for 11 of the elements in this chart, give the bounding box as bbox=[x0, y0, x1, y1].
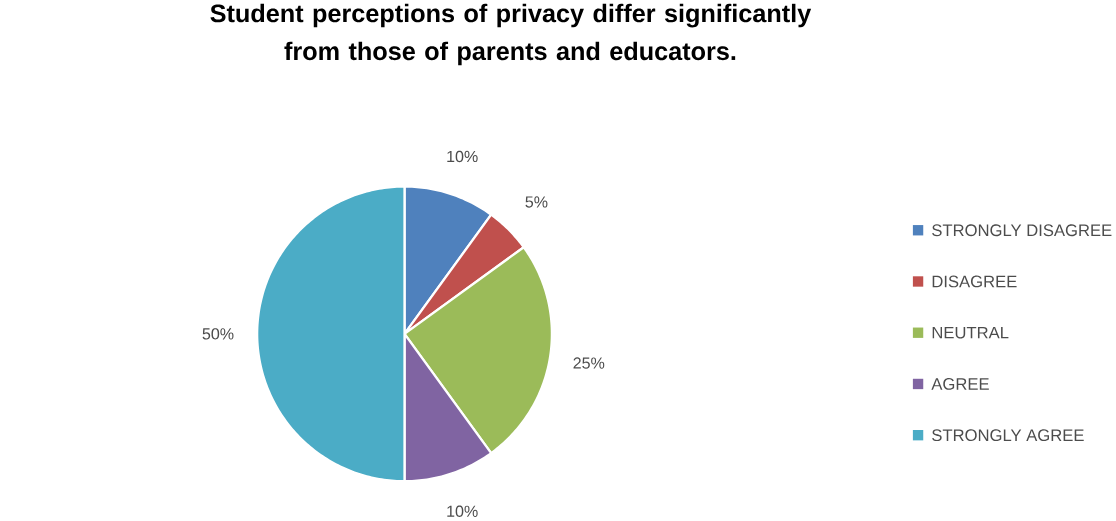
data-label: 25% bbox=[573, 357, 605, 369]
legend-label: STRONGLY DISAGREE bbox=[932, 224, 1112, 237]
legend-label: AGREE bbox=[931, 378, 989, 390]
legend-label: DISAGREE bbox=[932, 275, 1017, 288]
legend-label: STRONGLY AGREE bbox=[932, 429, 1084, 442]
data-label: 50% bbox=[202, 328, 234, 340]
legend-label: NEUTRAL bbox=[932, 327, 1009, 339]
chart-title: Student perceptions of privacy differ significantly from those of parents and educators. bbox=[210, 3, 812, 66]
data-label: 10% bbox=[447, 150, 478, 163]
data-label: 10% bbox=[447, 505, 478, 518]
data-label: 5% bbox=[525, 196, 548, 208]
